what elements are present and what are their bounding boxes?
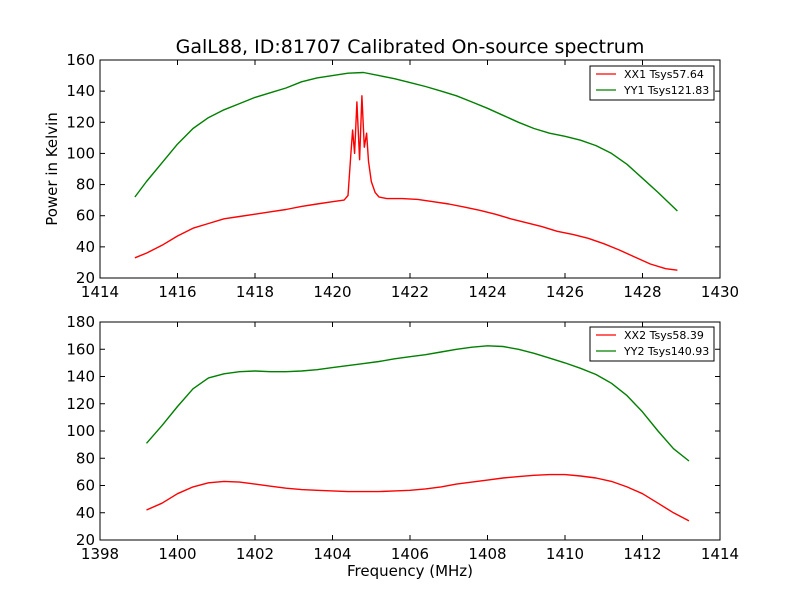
bottom-x-tick-label: 1410: [546, 545, 584, 563]
bottom-y-tick-label: 60: [76, 477, 95, 495]
top-x-tick-label: 1426: [546, 283, 584, 301]
bottom-y-tick-label: 40: [76, 504, 95, 522]
bottom-y-tick-label: 20: [76, 531, 95, 549]
bottom-x-tick-label: 1404: [313, 545, 351, 563]
bottom-x-tick-label: 1406: [391, 545, 429, 563]
top-y-tick-label: 160: [66, 51, 95, 69]
series-line-yy2: [145, 345, 690, 462]
bottom-y-tick-label: 160: [66, 340, 95, 358]
chart-title: GalL88, ID:81707 Calibrated On-source sp…: [176, 36, 645, 58]
bottom-x-tick-label: 1398: [81, 545, 119, 563]
top-x-tick-label: 1430: [701, 283, 739, 301]
bottom-x-axis-label: Frequency (MHz): [347, 562, 473, 580]
bottom-y-tick-label: 100: [66, 422, 95, 440]
series-line-xx2: [146, 473, 690, 522]
top-x-tick-label: 1416: [158, 283, 196, 301]
top-y-tick-label: 60: [76, 207, 95, 225]
bottom-x-tick-label: 1408: [468, 545, 506, 563]
top-y-axis-label: Power in Kelvin: [43, 112, 61, 226]
top-panel: 1414 1416 1418 1420 1422 1424 1426 1428 1430 20 40…: [43, 51, 739, 301]
top-x-tick-label: 1418: [236, 283, 274, 301]
legend-label-xx1: XX1 Tsys57.64: [624, 68, 704, 81]
top-y-tick-label: 100: [66, 144, 95, 162]
top-y-tick-label: 40: [76, 238, 95, 256]
top-x-tick-label: 1428: [623, 283, 661, 301]
top-legend-box: [589, 65, 715, 101]
bottom-x-tick-label: 1402: [236, 545, 274, 563]
top-x-tick-label: 1422: [391, 283, 429, 301]
bottom-y-tick-label: 140: [66, 368, 95, 386]
top-ticks: 1414 1416 1418 1420 1422 1424 1426 1428 1430 20 40…: [66, 51, 739, 301]
bottom-x-tick-label: 1400: [158, 545, 196, 563]
top-y-tick-label: 120: [66, 113, 95, 131]
top-x-tick-label: 1424: [468, 283, 506, 301]
bottom-panel: 1398 1400 1402 1404 1406 1408 1410 1412 1414 20 40…: [66, 313, 739, 580]
bottom-series-group: [145, 345, 690, 522]
legend-label-yy2: YY2 Tsys140.93: [623, 345, 709, 358]
bottom-x-tick-label: 1412: [623, 545, 661, 563]
series-line-xx1: [134, 95, 678, 271]
bottom-y-tick-label: 120: [66, 395, 95, 413]
series-line-yy1: [134, 71, 678, 212]
legend-label-xx2: XX2 Tsys58.39: [624, 329, 704, 342]
top-legend: XX1 Tsys57.64 YY1 Tsys121.83: [589, 65, 715, 101]
legend-label-yy1: YY1 Tsys121.83: [623, 84, 709, 97]
top-y-tick-label: 140: [66, 82, 95, 100]
bottom-legend: XX2 Tsys58.39 YY2 Tsys140.93: [589, 326, 715, 362]
top-y-tick-label: 80: [76, 176, 95, 194]
top-series-group: [134, 71, 678, 271]
bottom-y-tick-label: 80: [76, 449, 95, 467]
top-x-tick-label: 1414: [81, 283, 119, 301]
bottom-ticks: 1398 1400 1402 1404 1406 1408 1410 1412 1414 20 40…: [66, 313, 739, 563]
top-y-tick-label: 20: [76, 269, 95, 287]
top-x-tick-label: 1420: [313, 283, 351, 301]
bottom-x-tick-label: 1414: [701, 545, 739, 563]
bottom-legend-box: [589, 326, 715, 362]
bottom-y-tick-label: 180: [66, 313, 95, 331]
